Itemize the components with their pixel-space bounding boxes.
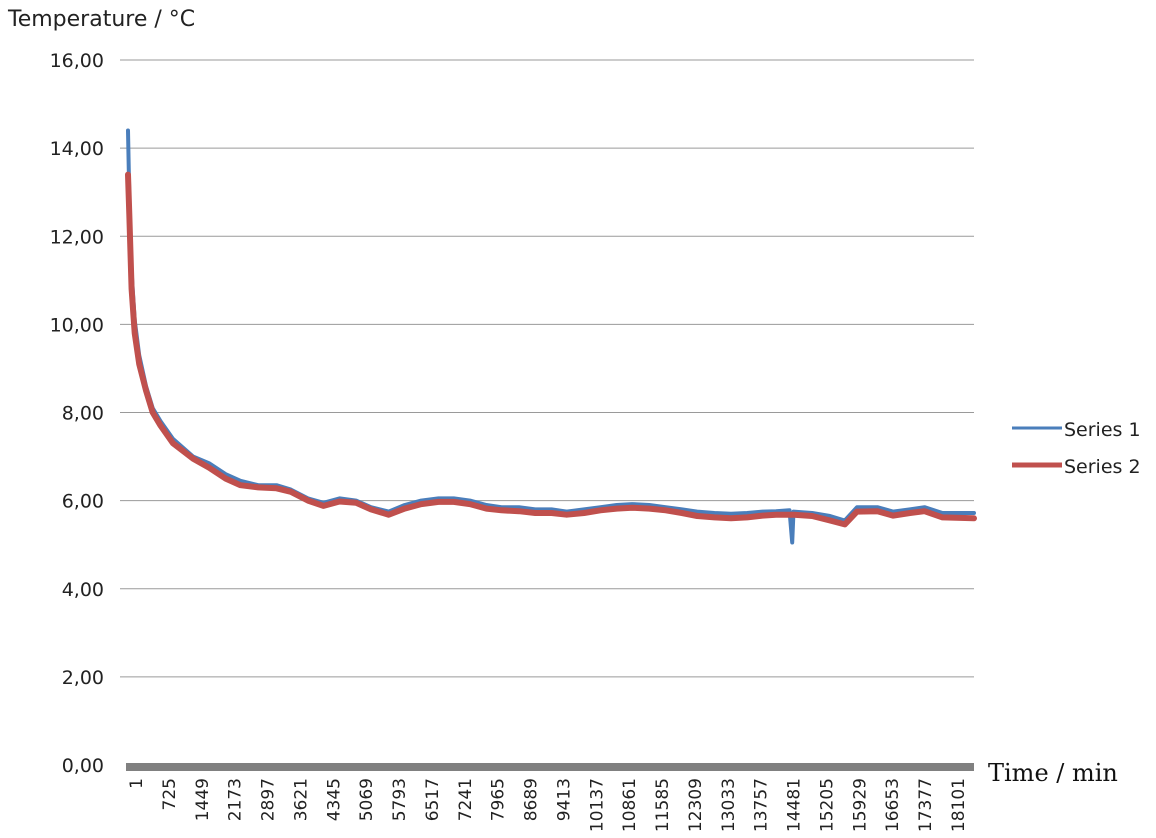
x-tick-label: 11585: [653, 778, 673, 832]
grid-lines: [120, 59, 974, 678]
y-axis-ticks: 0,00 2,00 4,00 6,00 8,00 10,00 12,00 14,00 16,00: [50, 50, 104, 777]
x-axis: [126, 763, 974, 771]
x-tick-label: 13033: [719, 778, 739, 832]
x-tick-label: 8689: [522, 778, 542, 821]
y-tick-label: 14,00: [50, 138, 104, 160]
x-axis-title: Time / min: [988, 759, 1118, 787]
x-axis-line: [126, 763, 974, 771]
x-tick-label: 17377: [916, 778, 936, 832]
x-tick-label: 10137: [587, 778, 607, 832]
series-lines: [125, 128, 977, 545]
x-tick-label: 2173: [226, 778, 246, 821]
series-line: [125, 171, 977, 528]
x-tick-label: 725: [160, 778, 180, 810]
x-tick-label: 14481: [785, 778, 805, 832]
y-tick-label: 4,00: [62, 579, 104, 601]
legend: Series 1 Series 2: [1012, 419, 1141, 478]
x-tick-label: 18101: [949, 778, 969, 832]
y-tick-label: 2,00: [62, 667, 104, 689]
y-tick-label: 8,00: [62, 403, 104, 425]
x-tick-label: 3621: [291, 778, 311, 821]
x-tick-label: 12309: [686, 778, 706, 832]
y-tick-label: 12,00: [50, 226, 104, 248]
x-tick-label: 1449: [193, 778, 213, 821]
series-line: [126, 128, 976, 545]
x-tick-label: 16653: [883, 778, 903, 832]
x-tick-label: 4345: [324, 778, 344, 821]
x-tick-label: 13757: [752, 778, 772, 832]
x-tick-label: 15929: [850, 778, 870, 832]
y-tick-label: 16,00: [50, 50, 104, 72]
x-tick-label: 7241: [456, 778, 476, 821]
x-tick-label: 9413: [554, 778, 574, 821]
y-tick-label: 10,00: [50, 314, 104, 336]
x-tick-label: 2897: [259, 778, 279, 821]
legend-label: Series 1: [1064, 419, 1141, 441]
y-tick-label: 6,00: [62, 491, 104, 513]
x-tick-label: 5793: [390, 778, 410, 821]
x-tick-label: 1: [127, 778, 147, 789]
x-tick-label: 7965: [489, 778, 509, 821]
x-tick-label: 15205: [817, 778, 837, 832]
x-tick-label: 10861: [620, 778, 640, 832]
y-tick-label: 0,00: [62, 755, 104, 777]
x-tick-label: 6517: [423, 778, 443, 821]
x-tick-label: 5069: [357, 778, 377, 821]
legend-label: Series 2: [1064, 456, 1141, 478]
x-axis-ticks: 1 725 1449 2173 2897 3621 4345 5069 5793 6517 7241…: [127, 778, 969, 832]
y-axis-title: Temperature / °C: [7, 7, 195, 32]
